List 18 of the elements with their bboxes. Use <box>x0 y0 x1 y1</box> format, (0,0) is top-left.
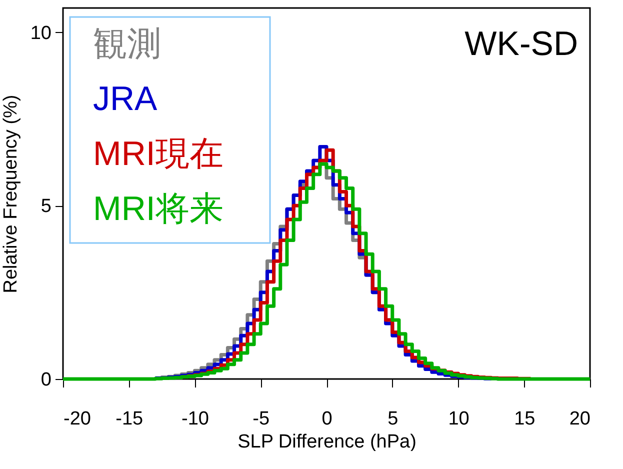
x-tick-label: -15 <box>116 408 144 430</box>
text: WK-SD <box>464 25 578 63</box>
x-tick-label: 10 <box>448 408 470 430</box>
x-tick-label: -10 <box>182 408 209 430</box>
y-axis-title: Relative Frequency (%) <box>0 94 22 294</box>
x-tick-label: -20 <box>64 408 91 430</box>
y-tick-label: 0 <box>40 370 52 390</box>
series-label: MRI将来 <box>93 190 224 228</box>
x-tick-label: 15 <box>514 408 536 430</box>
y-tick-label: 5 <box>40 196 52 218</box>
text: 観測 <box>93 25 161 63</box>
y-tick-label: 10 <box>30 22 52 44</box>
text: MRI現在 <box>93 135 224 173</box>
x-tick-label: 20 <box>569 408 590 430</box>
x-tick-label: 0 <box>322 408 332 430</box>
text: JRA <box>93 80 158 118</box>
x-tick-label: 5 <box>388 408 398 430</box>
x-tick-label: -5 <box>252 408 270 430</box>
